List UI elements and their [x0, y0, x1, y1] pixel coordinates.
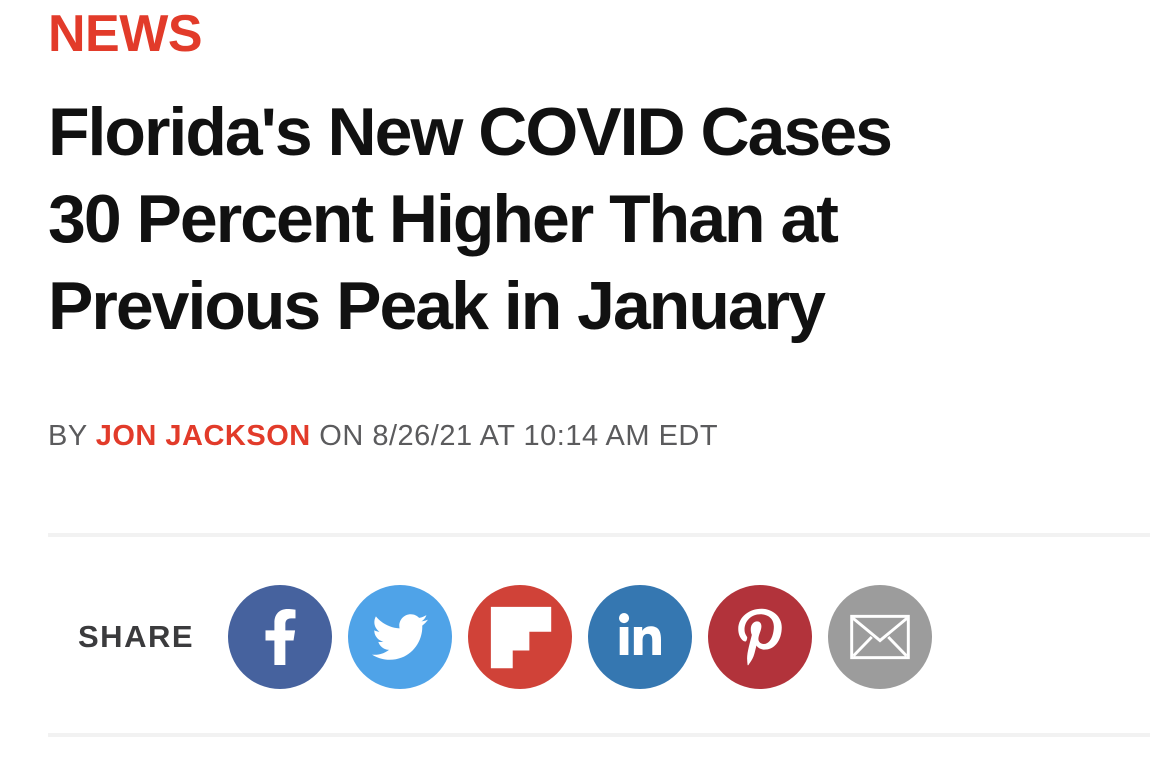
- share-twitter-button[interactable]: [348, 585, 453, 690]
- share-flipboard-button[interactable]: [468, 585, 573, 690]
- author-link[interactable]: JON JACKSON: [95, 420, 311, 453]
- byline-prefix: BY: [48, 420, 88, 453]
- headline-line-1: Florida's New COVID Cases: [48, 94, 893, 171]
- share-email-button[interactable]: [828, 585, 933, 690]
- headline-line-2: 30 Percent Higher Than at: [48, 181, 839, 258]
- byline: BY JON JACKSON ON 8/26/21 AT 10:14 AM ED…: [48, 420, 1150, 453]
- page-title: Florida's New COVID Cases 30 Percent Hig…: [48, 89, 1150, 350]
- headline-line-3: Previous Peak in January: [48, 268, 826, 345]
- share-facebook-button[interactable]: [228, 585, 333, 690]
- article-page: NEWS Florida's New COVID Cases 30 Percen…: [48, 5, 1150, 738]
- section-label[interactable]: NEWS: [48, 5, 203, 63]
- facebook-icon: [263, 609, 298, 666]
- share-label: SHARE: [78, 619, 195, 655]
- share-linkedin-button[interactable]: [588, 585, 693, 690]
- linkedin-icon: [616, 613, 664, 661]
- share-icons: [228, 585, 933, 690]
- divider-top: [48, 533, 1150, 538]
- flipboard-icon: [468, 585, 572, 689]
- byline-datetime: ON 8/26/21 AT 10:14 AM EDT: [319, 420, 719, 453]
- divider-bottom: [48, 733, 1150, 738]
- twitter-icon: [372, 609, 429, 665]
- email-icon: [849, 614, 911, 660]
- pinterest-icon: [738, 608, 782, 666]
- share-row: SHARE: [48, 585, 1150, 690]
- share-pinterest-button[interactable]: [708, 585, 813, 690]
